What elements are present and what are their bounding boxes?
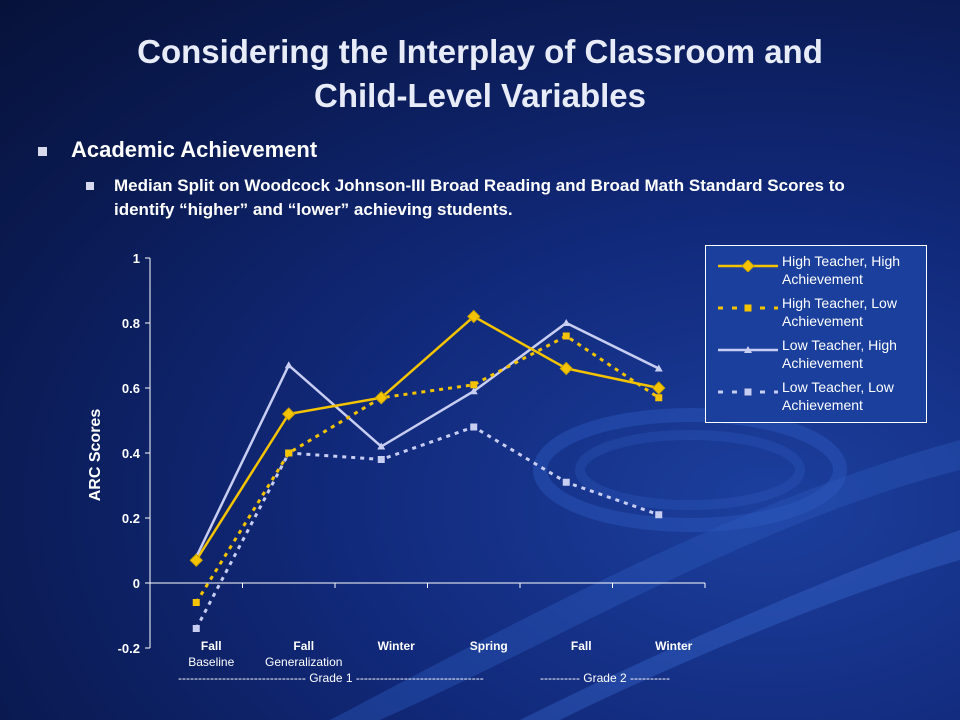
x-category-label: Winter (614, 638, 734, 654)
series-line (194, 334, 660, 604)
legend-item: High Teacher, Low Achievement (716, 294, 926, 336)
series-line (195, 314, 660, 561)
data-point (655, 511, 663, 519)
data-point (192, 625, 200, 632)
x-category-main: Fall (293, 639, 315, 653)
y-tick-label: 0.2 (122, 511, 140, 526)
data-point (285, 449, 293, 457)
series-1 (189, 309, 666, 567)
data-point (652, 381, 666, 395)
legend-item: Low Teacher, High Achievement (716, 336, 926, 378)
data-point (377, 456, 385, 463)
legend-label: Low Teacher, Low Achievement (782, 379, 894, 413)
x-category-label: Winter (336, 638, 456, 654)
legend-swatch (718, 346, 778, 353)
legend-swatch (718, 260, 778, 272)
x-category-sub: Generalization (265, 655, 343, 669)
data-point (654, 364, 663, 372)
x-category-label: Spring (429, 638, 549, 654)
data-point (741, 260, 755, 272)
data-point (470, 381, 478, 389)
title-line-2: Child-Level Variables (314, 77, 646, 114)
bullet-square-icon (38, 147, 47, 156)
data-point (284, 361, 293, 369)
x-category-label: Fall Generalization (244, 638, 364, 670)
bullet-square-icon (86, 182, 94, 190)
data-point (744, 388, 752, 396)
x-category-main: Fall (200, 639, 222, 653)
data-point (377, 442, 386, 450)
data-point (470, 423, 478, 431)
y-tick-label: 0.6 (122, 381, 140, 396)
data-point (562, 319, 571, 326)
x-category-sub: Baseline (188, 655, 235, 669)
y-tick-label: 0.8 (122, 316, 140, 331)
legend-item: Low Teacher, Low Achievement (716, 378, 926, 420)
data-point (562, 478, 570, 486)
legend-item: High Teacher, High Achievement (716, 252, 926, 294)
data-point (655, 394, 663, 402)
bullet-text-academic: Academic Achievement (71, 137, 318, 162)
series-3 (192, 319, 663, 560)
y-tick-label: 1 (133, 251, 140, 266)
legend-swatch (718, 388, 778, 396)
page-title: Considering the Interplay of Classroom a… (0, 30, 960, 118)
data-point (192, 599, 200, 606)
data-point (189, 553, 203, 567)
x-category-label: Fall (521, 638, 641, 654)
x-category-main: Winter (655, 639, 693, 653)
data-point (744, 304, 752, 312)
data-point (562, 332, 570, 340)
data-point (744, 346, 752, 353)
legend-label: Low Teacher, High Achievement (782, 337, 897, 371)
y-axis-label: ARC Scores (87, 409, 104, 502)
y-tick-label: 0.4 (122, 446, 141, 461)
x-category-main: Winter (377, 639, 415, 653)
data-point (469, 387, 478, 395)
chart-axes: -0.2 0 0.2 0.4 0.6 0.8 1 (118, 251, 706, 656)
bullet-level2: Median Split on Woodcock Johnson-III Bro… (86, 174, 896, 222)
legend-label: High Teacher, Low Achievement (782, 295, 897, 329)
chart-legend: High Teacher, High Achievement High Teach… (705, 245, 927, 423)
title-line-1: Considering the Interplay of Classroom a… (137, 33, 823, 70)
bullet-level1: Academic Achievement (38, 137, 317, 163)
legend-label: High Teacher, High Achievement (782, 253, 901, 287)
y-tick-label: 0 (133, 576, 140, 591)
chart-series (189, 309, 666, 632)
data-point (467, 309, 481, 324)
legend-swatch (718, 304, 778, 312)
y-tick-label: -0.2 (118, 641, 140, 656)
bullet-text-median-split: Median Split on Woodcock Johnson-III Bro… (114, 176, 845, 219)
data-point (559, 361, 573, 376)
x-category-label: Fall Baseline (151, 638, 271, 670)
grade-1-label: -------------------------------- Grade 1… (178, 671, 484, 685)
data-point (374, 391, 388, 405)
data-point (282, 407, 296, 421)
x-category-main: Fall (570, 639, 592, 653)
series-line (194, 425, 660, 630)
series-line (195, 321, 660, 558)
x-category-main: Spring (469, 639, 508, 653)
grade-2-label: ---------- Grade 2 ---------- (540, 671, 670, 685)
